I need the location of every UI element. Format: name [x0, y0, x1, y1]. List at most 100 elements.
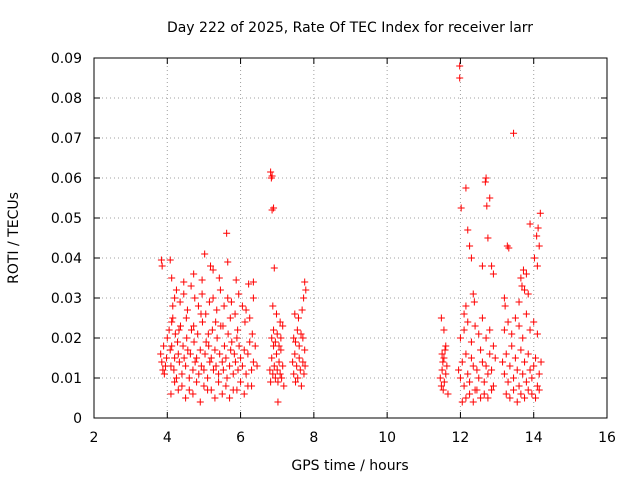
data-point [518, 282, 526, 290]
data-point [533, 232, 541, 240]
data-point [300, 294, 308, 302]
data-point [502, 390, 510, 398]
data-point [183, 306, 191, 314]
data-point [159, 366, 167, 374]
data-point [251, 342, 259, 350]
data-point [246, 314, 254, 322]
data-point [467, 254, 475, 262]
data-point [240, 390, 248, 398]
data-point [440, 326, 448, 334]
data-point [462, 394, 470, 402]
data-point [291, 310, 299, 318]
data-point [519, 266, 527, 274]
data-point [186, 350, 194, 358]
data-point [470, 298, 478, 306]
data-point [489, 270, 497, 278]
data-point [530, 318, 538, 326]
data-point [279, 322, 287, 330]
data-point [165, 326, 173, 334]
data-point [488, 386, 496, 394]
data-point [198, 290, 206, 298]
data-point [242, 306, 250, 314]
data-point [486, 194, 494, 202]
x-axis-label: GPS time / hours [291, 458, 408, 474]
data-point [274, 398, 282, 406]
data-point [480, 378, 488, 386]
data-point [182, 394, 190, 402]
data-point [291, 350, 299, 358]
data-point [279, 362, 287, 370]
data-point [473, 386, 481, 394]
data-point [521, 286, 529, 294]
data-point [168, 342, 176, 350]
data-point [534, 224, 542, 232]
data-point [223, 229, 231, 237]
data-point [231, 358, 239, 366]
data-point [506, 362, 514, 370]
data-point [180, 278, 188, 286]
plot-frame [93, 57, 608, 419]
data-point [209, 366, 217, 374]
data-point [205, 342, 213, 350]
y-tick-label: 0.06 [51, 171, 82, 187]
data-point [202, 338, 210, 346]
data-point [172, 374, 180, 382]
data-point [220, 302, 228, 310]
data-point [168, 274, 176, 282]
data-point [276, 370, 284, 378]
data-point [242, 370, 250, 378]
data-point [482, 174, 490, 182]
data-point [489, 382, 497, 390]
data-point [174, 338, 182, 346]
data-point [178, 382, 186, 390]
data-point [170, 366, 178, 374]
data-point [198, 276, 206, 284]
data-point [290, 334, 298, 342]
data-point [233, 334, 241, 342]
data-point [230, 350, 238, 358]
data-point [176, 322, 184, 330]
data-point [292, 378, 300, 386]
data-point [249, 278, 257, 286]
data-point [501, 302, 509, 310]
x-tick-label: 8 [309, 430, 318, 446]
data-point [194, 302, 202, 310]
y-tick-label: 0.03 [51, 291, 82, 307]
data-point [442, 342, 450, 350]
data-point [180, 354, 188, 362]
data-point [197, 310, 205, 318]
data-point [167, 390, 175, 398]
data-point [176, 298, 184, 306]
data-point [438, 350, 446, 358]
data-point [163, 354, 171, 362]
data-point [231, 310, 239, 318]
data-point [209, 266, 217, 274]
data-point [456, 374, 464, 382]
data-point [524, 290, 532, 298]
data-point [200, 382, 208, 390]
data-point [237, 354, 245, 362]
data-point [477, 394, 485, 402]
data-point [471, 322, 479, 330]
data-point [456, 334, 464, 342]
y-tick-label: 0.09 [51, 51, 82, 67]
data-point [160, 342, 168, 350]
data-point [460, 310, 468, 318]
data-point [289, 358, 297, 366]
data-point [227, 346, 235, 354]
data-point [504, 318, 512, 326]
data-point [270, 362, 278, 370]
x-tick-label: 10 [378, 430, 396, 446]
x-tick-label: 14 [525, 430, 543, 446]
data-point [226, 394, 234, 402]
data-point [272, 310, 280, 318]
data-point [491, 354, 499, 362]
data-point [481, 178, 489, 186]
data-point [290, 370, 298, 378]
data-point [157, 350, 165, 358]
data-point [270, 326, 278, 334]
data-point [500, 370, 508, 378]
data-point [157, 256, 165, 264]
data-point [458, 398, 466, 406]
data-point [510, 374, 518, 382]
